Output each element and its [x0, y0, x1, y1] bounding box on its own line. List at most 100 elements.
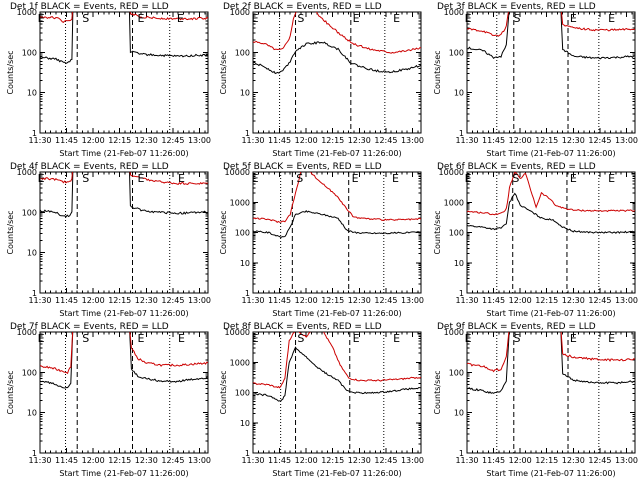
- x-tick-label: 12:15: [321, 296, 344, 305]
- end-marker-label: E: [465, 172, 472, 185]
- data-area: [467, 172, 635, 234]
- x-tick-label: 12:45: [588, 136, 611, 145]
- y-tick-label: 10000: [225, 168, 250, 177]
- end-marker-label: E: [393, 12, 400, 25]
- x-tick-label: 13:00: [188, 456, 211, 465]
- y-tick-label: 10000: [439, 168, 464, 177]
- series-events: [253, 346, 421, 402]
- x-tick-label: 13:00: [401, 296, 424, 305]
- plot-frame: [39, 331, 209, 454]
- plot-frame: [39, 11, 209, 134]
- y-tick-label: 1: [245, 129, 250, 138]
- x-tick-label: 13:00: [188, 296, 211, 305]
- x-tick-label: 12:15: [108, 456, 131, 465]
- x-tick-label: 12:30: [348, 456, 371, 465]
- x-tick-label: 12:00: [509, 296, 532, 305]
- y-tick-label: 1000: [17, 328, 37, 337]
- panel-det-9: Det 9f BLACK = Events, RED = LLD Counts/s…: [433, 322, 638, 478]
- x-tick-label: 12:15: [321, 136, 344, 145]
- data-area: [253, 172, 421, 239]
- x-tick-label: 11:30: [241, 296, 264, 305]
- end-marker-label: E: [138, 12, 145, 25]
- x-tick-label: 12:15: [108, 136, 131, 145]
- end-marker-label: E: [353, 332, 360, 345]
- end-marker-label: E: [38, 172, 45, 185]
- end-marker-label: E: [177, 12, 184, 25]
- y-axis-title: Counts/sec: [219, 50, 228, 94]
- y-tick-label: 100: [235, 229, 250, 238]
- end-marker-label: E: [353, 12, 360, 25]
- x-tick-label: 11:30: [455, 456, 478, 465]
- plot-frame: [252, 11, 422, 134]
- x-tick-label: 12:45: [161, 136, 184, 145]
- y-tick-label: 1: [459, 449, 464, 458]
- end-marker-label: E: [392, 172, 399, 185]
- y-tick-label: 10: [27, 249, 37, 258]
- series-events: [40, 12, 208, 64]
- series-events: [467, 192, 635, 234]
- x-tick-label: 11:45: [55, 296, 78, 305]
- y-tick-label: 100: [22, 48, 37, 57]
- end-marker-label: E: [252, 332, 259, 345]
- panel-det-3: Det 3f BLACK = Events, RED = LLD Counts/s…: [433, 2, 638, 158]
- x-tick-label: 11:30: [28, 296, 51, 305]
- start-marker-label: S: [513, 12, 520, 25]
- panel-det-5: Det 5f BLACK = Events, RED = LLD Counts/s…: [219, 162, 424, 318]
- y-axis-title: Counts/sec: [219, 210, 228, 254]
- panel-title: Det 6f BLACK = Events, RED = LLD: [437, 162, 596, 172]
- y-axis-title: Counts/sec: [433, 370, 442, 414]
- x-tick-label: 13:00: [615, 296, 638, 305]
- y-tick-label: 10: [240, 259, 250, 268]
- x-tick-label: 11:45: [268, 136, 291, 145]
- end-marker-label: E: [465, 12, 472, 25]
- plot-frame: [466, 171, 636, 294]
- x-tick-label: 12:00: [295, 136, 318, 145]
- y-tick-label: 100: [449, 368, 464, 377]
- x-tick-label: 12:30: [135, 136, 158, 145]
- start-marker-label: S: [82, 332, 89, 345]
- panel-title: Det 1f BLACK = Events, RED = LLD: [10, 2, 169, 12]
- x-tick-label: 11:30: [28, 456, 51, 465]
- series-lld: [467, 332, 635, 373]
- end-marker-label: E: [138, 332, 145, 345]
- panel-det-8: Det 8f BLACK = Events, RED = LLD Counts/s…: [219, 322, 424, 478]
- x-tick-label: 12:30: [348, 296, 371, 305]
- x-tick-label: 12:30: [562, 136, 585, 145]
- y-tick-label: 10: [240, 419, 250, 428]
- end-marker-label: E: [178, 332, 185, 345]
- data-area: [40, 332, 208, 389]
- panel-det-1: Det 1f BLACK = Events, RED = LLD Counts/s…: [6, 2, 211, 158]
- x-tick-label: 11:45: [482, 296, 505, 305]
- start-marker-label: S: [512, 172, 519, 185]
- x-tick-label: 12:30: [562, 296, 585, 305]
- y-tick-label: 10: [27, 89, 37, 98]
- end-marker-label: E: [252, 12, 259, 25]
- x-tick-label: 12:45: [161, 456, 184, 465]
- series-lld: [40, 12, 208, 24]
- series-events: [253, 41, 421, 75]
- x-tick-label: 11:45: [268, 456, 291, 465]
- panel-title: Det 9f BLACK = Events, RED = LLD: [437, 322, 596, 332]
- y-tick-label: 1: [32, 289, 37, 298]
- series-events: [467, 12, 635, 60]
- end-marker-label: E: [570, 12, 577, 25]
- plot-frame: [466, 331, 636, 454]
- x-tick-label: 12:45: [588, 456, 611, 465]
- x-tick-label: 11:30: [455, 296, 478, 305]
- x-tick-label: 12:45: [374, 136, 397, 145]
- y-tick-label: 1: [459, 289, 464, 298]
- panel-title: Det 5f BLACK = Events, RED = LLD: [223, 162, 382, 172]
- y-tick-label: 1000: [444, 8, 464, 17]
- x-tick-label: 13:00: [401, 136, 424, 145]
- y-tick-label: 1000: [444, 198, 464, 207]
- series-lld: [467, 172, 635, 216]
- start-marker-label: S: [82, 12, 89, 25]
- series-events: [467, 332, 635, 394]
- start-marker-label: S: [513, 332, 520, 345]
- y-tick-label: 100: [449, 48, 464, 57]
- x-tick-label: 12:00: [82, 136, 105, 145]
- x-tick-label: 12:30: [135, 296, 158, 305]
- x-tick-label: 12:15: [535, 296, 558, 305]
- x-tick-label: 11:30: [241, 136, 264, 145]
